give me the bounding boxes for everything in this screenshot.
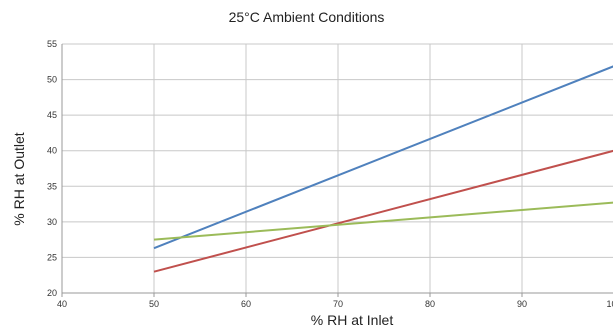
y-tick-label: 30 [47, 217, 57, 227]
gridlines [62, 43, 613, 293]
x-tick-label: 100 [606, 299, 613, 309]
x-tick-label: 60 [241, 299, 251, 309]
x-tick-label: 70 [333, 299, 343, 309]
series-line-3 [153, 201, 613, 241]
series-line-1 [153, 65, 613, 250]
x-tick-labels: 40 50 60 70 80 90 100 [57, 299, 613, 309]
x-tick-label: 80 [425, 299, 435, 309]
y-tick-labels: 20 25 30 35 40 45 50 55 [47, 39, 57, 298]
y-tick-label: 40 [47, 146, 57, 156]
y-tick-label: 45 [47, 110, 57, 120]
y-tick-label: 20 [47, 288, 57, 298]
y-tick-label: 55 [47, 39, 57, 49]
y-tick-label: 35 [47, 181, 57, 191]
chart-title: 25°C Ambient Conditions [228, 9, 385, 25]
y-tick-label: 25 [47, 252, 57, 262]
y-tick-label: 50 [47, 75, 57, 85]
series-lines [153, 65, 613, 273]
x-tick-label: 40 [57, 299, 67, 309]
x-tick-label: 90 [517, 299, 527, 309]
axes [61, 44, 613, 297]
series-line-2 [153, 149, 613, 273]
x-axis-label: % RH at Inlet [310, 312, 394, 328]
x-tick-label: 50 [149, 299, 159, 309]
y-axis-label: % RH at Outlet [11, 132, 27, 226]
